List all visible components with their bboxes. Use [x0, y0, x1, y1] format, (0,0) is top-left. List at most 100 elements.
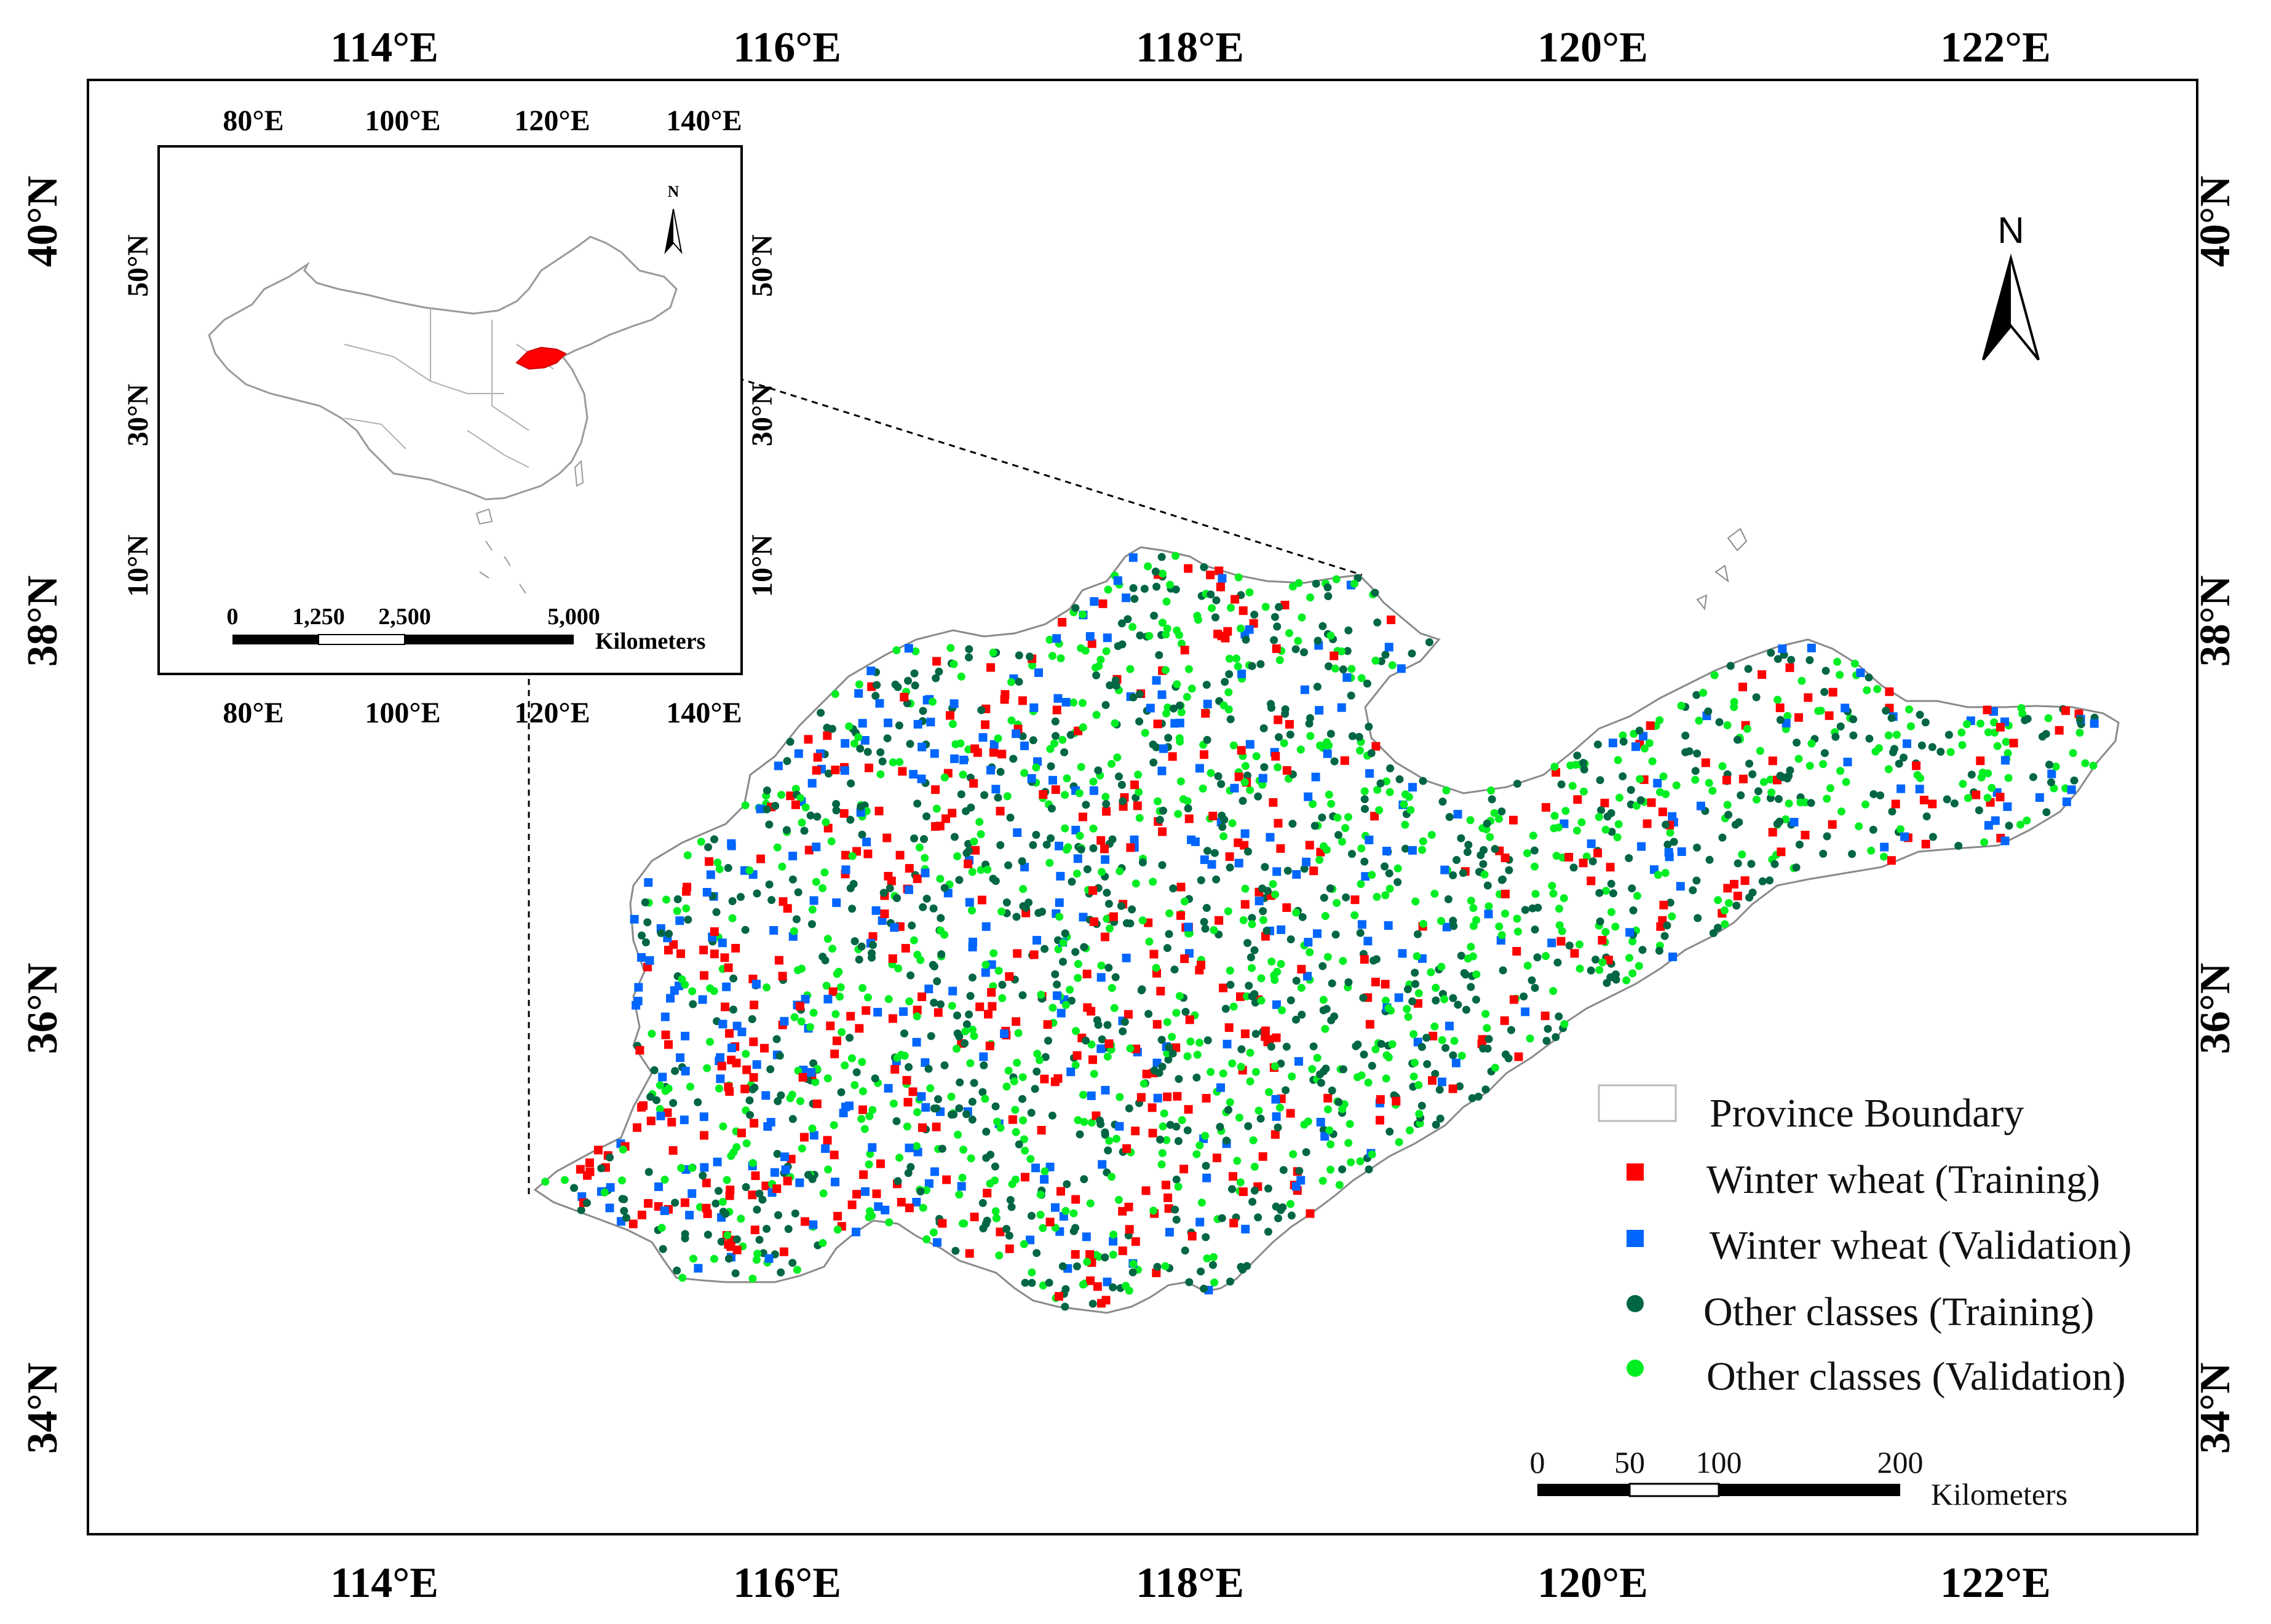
other-classes-validation-point	[796, 794, 805, 802]
winter-wheat-training-point	[855, 1024, 864, 1033]
other-classes-training-point	[1292, 1015, 1300, 1024]
other-classes-training-point	[1365, 1165, 1373, 1174]
winter-wheat-validation-point	[949, 699, 959, 708]
other-classes-validation-point	[1183, 1052, 1192, 1061]
winter-wheat-validation-point	[841, 739, 850, 748]
other-classes-training-point	[1638, 946, 1647, 954]
other-classes-training-point	[788, 1259, 797, 1267]
winter-wheat-validation-point	[968, 943, 977, 952]
winter-wheat-validation-point	[948, 986, 957, 996]
other-classes-training-point	[910, 834, 918, 842]
other-classes-training-point	[1103, 889, 1111, 897]
other-classes-validation-point	[1357, 880, 1365, 889]
other-classes-training-point	[620, 1206, 628, 1215]
other-classes-training-point	[1302, 1148, 1310, 1157]
other-classes-training-point	[981, 1220, 990, 1228]
other-classes-training-point	[968, 1098, 977, 1106]
other-classes-training-point	[1096, 1116, 1104, 1125]
other-classes-validation-point	[2017, 704, 2026, 712]
other-classes-training-point	[1607, 809, 1615, 817]
other-classes-training-point	[996, 767, 1005, 776]
other-classes-training-point	[1082, 801, 1090, 809]
winter-wheat-training-point	[1722, 775, 1731, 785]
other-classes-training-point	[1254, 792, 1262, 801]
other-classes-training-point	[1445, 813, 1454, 822]
winter-wheat-training-point	[1428, 1076, 1437, 1085]
other-classes-validation-point	[836, 992, 844, 1001]
inset-lat-label-right: 10°N	[746, 534, 779, 597]
other-classes-validation-point	[953, 1045, 961, 1053]
winter-wheat-training-point	[1056, 1187, 1065, 1196]
winter-wheat-validation-point	[930, 749, 939, 758]
other-classes-training-point	[1318, 962, 1327, 970]
other-classes-validation-point	[1237, 624, 1245, 633]
other-classes-validation-point	[947, 1093, 956, 1101]
other-classes-validation-point	[994, 967, 1003, 975]
winter-wheat-validation-point	[1266, 833, 1275, 842]
other-classes-validation-point	[1158, 619, 1167, 627]
winter-wheat-training-point	[1282, 766, 1291, 775]
other-classes-training-point	[1060, 748, 1069, 756]
other-classes-training-point	[863, 748, 872, 756]
winter-wheat-validation-point	[1397, 664, 1406, 673]
winter-wheat-training-point	[1149, 949, 1159, 959]
winter-wheat-training-point	[1124, 1010, 1133, 1019]
winter-wheat-training-point	[2061, 706, 2071, 715]
other-classes-training-point	[1270, 612, 1279, 621]
other-classes-training-point	[1270, 636, 1278, 644]
other-classes-validation-point	[703, 1064, 711, 1072]
winter-wheat-training-point	[786, 791, 795, 801]
other-classes-validation-point	[1323, 953, 1332, 961]
winter-wheat-training-point	[987, 988, 996, 997]
winter-wheat-validation-point	[1055, 841, 1064, 850]
other-classes-training-point	[1239, 796, 1247, 805]
other-classes-validation-point	[1723, 801, 1732, 809]
other-classes-validation-point	[1659, 772, 1668, 781]
other-classes-training-point	[1635, 726, 1644, 735]
other-classes-validation-point	[850, 739, 858, 748]
other-classes-training-point	[1432, 996, 1440, 1005]
winter-wheat-validation-point	[1195, 764, 1204, 773]
winter-wheat-training-point	[970, 1213, 979, 1221]
winter-wheat-training-point	[1098, 599, 1108, 608]
other-classes-training-point	[1298, 913, 1307, 921]
winter-wheat-training-point	[804, 735, 813, 744]
other-classes-validation-point	[1129, 1259, 1138, 1268]
other-classes-validation-point	[1371, 1045, 1380, 1053]
other-classes-validation-point	[1079, 1091, 1087, 1099]
other-classes-training-point	[1821, 667, 1830, 675]
winter-wheat-training-point	[637, 1103, 646, 1112]
other-classes-training-point	[1431, 1069, 1440, 1078]
winter-wheat-training-point	[1071, 1195, 1080, 1204]
other-classes-validation-point	[1325, 790, 1333, 799]
winter-wheat-training-point	[964, 859, 973, 868]
winter-wheat-validation-point	[1277, 925, 1286, 934]
other-classes-validation-point	[1983, 794, 1992, 802]
winter-wheat-validation-point	[1245, 625, 1254, 634]
other-classes-training-point	[1076, 1130, 1084, 1139]
other-classes-validation-point	[1246, 1048, 1254, 1057]
other-classes-validation-point	[1550, 762, 1559, 771]
other-classes-training-point	[1275, 733, 1283, 742]
other-classes-validation-point	[1501, 909, 1510, 918]
other-classes-validation-point	[860, 1125, 869, 1133]
other-classes-validation-point	[1289, 1150, 1298, 1159]
lat-label-right: 38°N	[2192, 576, 2239, 667]
other-classes-training-point	[1047, 762, 1055, 770]
other-classes-training-point	[1353, 1040, 1362, 1049]
other-classes-validation-point	[1615, 793, 1623, 802]
other-classes-validation-point	[1171, 552, 1180, 560]
winter-wheat-training-point	[1804, 693, 1813, 702]
other-classes-training-point	[1170, 704, 1178, 713]
winter-wheat-training-point	[1013, 949, 1022, 958]
winter-wheat-training-point	[700, 971, 708, 980]
other-classes-validation-point	[1350, 911, 1359, 919]
other-classes-training-point	[1528, 976, 1536, 984]
winter-wheat-validation-point	[660, 1206, 669, 1215]
winter-wheat-training-point	[667, 1117, 676, 1127]
other-classes-training-point	[1283, 866, 1292, 875]
other-classes-validation-point	[1251, 1067, 1260, 1076]
other-classes-training-point	[1192, 1073, 1201, 1082]
winter-wheat-validation-point	[812, 842, 821, 852]
other-classes-validation-point	[1187, 684, 1196, 693]
